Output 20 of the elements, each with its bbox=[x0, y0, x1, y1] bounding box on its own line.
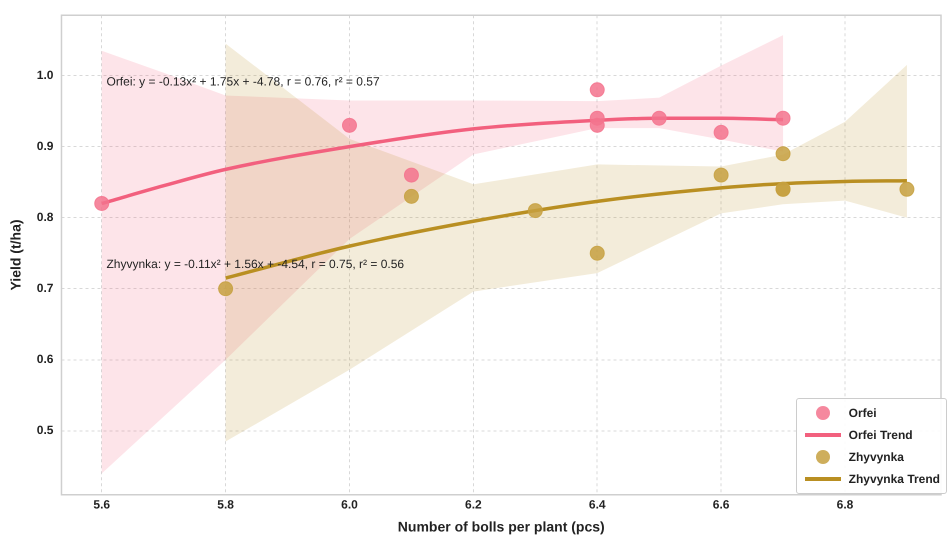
legend-label: Zhyvynka bbox=[848, 450, 904, 464]
x-tick-label: 6.6 bbox=[712, 497, 730, 512]
legend-label: Zhyvynka Trend bbox=[848, 472, 940, 486]
x-tick-label: 6.2 bbox=[465, 497, 482, 512]
legend-label: Orfei Trend bbox=[848, 428, 913, 442]
x-tick-label: 5.6 bbox=[93, 497, 110, 512]
y-tick-label: 0.8 bbox=[36, 210, 54, 224]
x-tick-label: 6.0 bbox=[341, 497, 358, 512]
x-axis-title: Number of bolls per plant (pcs) bbox=[398, 518, 605, 534]
y-tick-label: 0.7 bbox=[36, 281, 54, 296]
annotation: Orfei: y = -0.13x² + 1.75x + -4.78, r = 0.76, r² = 0.57 bbox=[106, 74, 380, 89]
y-axis-title: Yield (t/ha) bbox=[7, 219, 24, 291]
legend-label: Orfei bbox=[848, 406, 877, 420]
y-tick-label: 0.9 bbox=[36, 138, 54, 153]
y-tick-label: 0.6 bbox=[36, 352, 54, 366]
x-tick-label: 5.8 bbox=[217, 497, 234, 512]
x-tick-label: 6.8 bbox=[836, 497, 854, 512]
x-tick-label: 6.4 bbox=[588, 497, 606, 512]
y-tick-label: 0.5 bbox=[36, 423, 54, 438]
y-tick-label: 1.0 bbox=[36, 68, 54, 82]
